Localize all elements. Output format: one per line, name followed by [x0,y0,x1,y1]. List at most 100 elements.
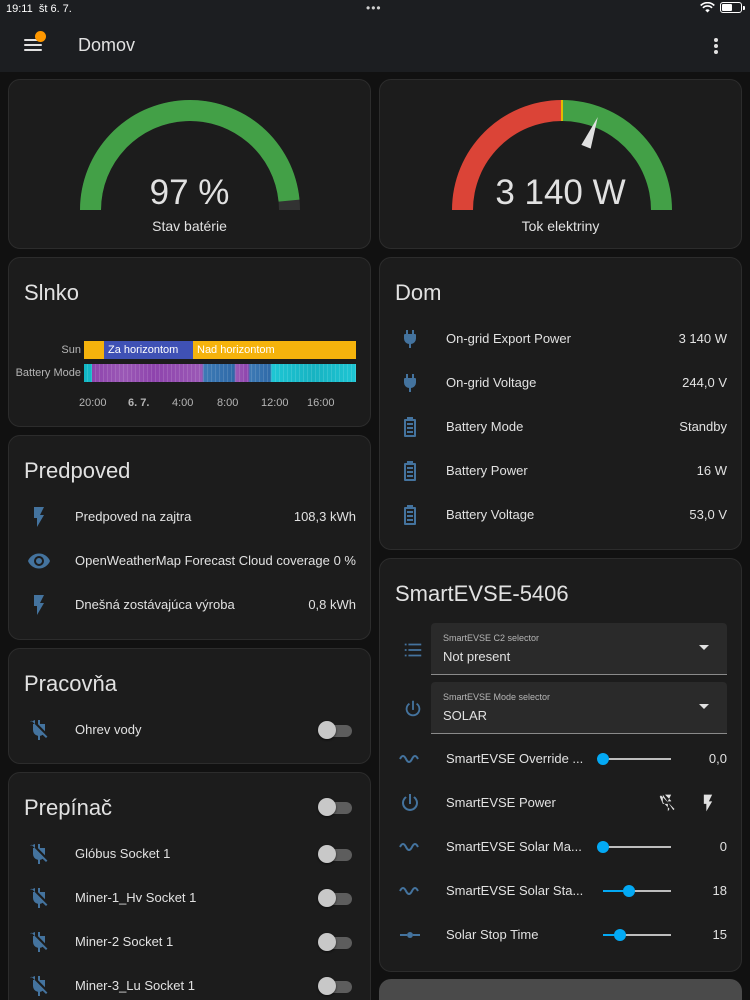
mode-selector[interactable]: SmartEVSE Mode selector SOLAR [431,682,727,734]
multitasking-dots[interactable]: ••• [366,1,382,15]
sensor-row-name: Battery Power [446,463,528,478]
home-row-battery-voltage[interactable]: Battery Voltage 53,0 V [380,493,741,537]
power-gauge-threshold [561,100,563,121]
battery-gauge-value: 97 % [149,173,230,212]
ray-vertex-icon [400,932,420,938]
sensor-row-value: 244,0 V [682,375,727,390]
flash-icon[interactable] [698,793,718,813]
device-battery-icon [720,2,745,13]
sensor-row-value: 3 140 W [678,331,727,346]
sensor-row-value: Standby [679,419,727,434]
forecast-row-today-remaining[interactable]: Dnešná zostávajúca výroba 0,8 kWh [9,583,370,627]
switches-card-title: Prepínač [24,795,113,820]
sun-segment-below [104,341,193,359]
smartevse-card: SmartEVSE-5406 SmartEVSE C2 selector Not… [379,558,742,972]
switches-master-toggle[interactable] [318,798,352,816]
home-row-export-power[interactable]: On-grid Export Power 3 140 W [380,317,741,361]
evse-row-override: SmartEVSE Override ... 0,0 [380,737,741,781]
forecast-row-cloud[interactable]: OpenWeatherMap Forecast Cloud coverage 0… [9,539,370,583]
status-time: 19:11 št 6. 7. [6,3,72,15]
power-icon [405,700,421,717]
battery-mode-timeline-bar[interactable] [84,364,356,382]
forecast-card: Predpoved Predpoved na zajtra 108,3 kWh … [8,435,371,640]
flash-icon [34,595,44,615]
home-row-battery-power[interactable]: Battery Power 16 W [380,449,741,493]
format-list-icon [404,643,422,657]
sun-card-title: Slnko [24,280,80,305]
timeline-row-label-battery-mode: Battery Mode [15,367,81,379]
select-label: SmartEVSE Mode selector [443,692,551,702]
switch-toggle[interactable] [318,845,352,863]
evse-row-solar-start: SmartEVSE Solar Sta... 18 [380,869,741,913]
power-gauge-value: 3 140 W [495,173,626,212]
evse-row-power: SmartEVSE Power [380,781,741,825]
menu-button[interactable] [22,31,46,55]
sun-segment-above-start [84,341,104,359]
battery-gauge-card[interactable]: 97 % Stav batérie [8,79,371,249]
timeline-tick-2: 4:00 [172,397,194,409]
number-row-value: 0,0 [708,751,727,766]
flash-off-icon[interactable] [657,793,677,813]
power-gauge-green-segment [562,100,672,210]
c2-selector[interactable]: SmartEVSE C2 selector Not present [431,623,727,675]
switch-toggle[interactable] [318,977,352,995]
sun-segment-above [193,341,356,359]
sun-timeline-bar[interactable]: Za horizontom Nad horizontom [84,341,356,359]
select-value: Not present [443,649,511,664]
evse-row-solar-max: SmartEVSE Solar Ma... 0 [380,825,741,869]
battery-icon [404,417,416,437]
timeline-tick-3: 8:00 [217,397,239,409]
home-row-grid-voltage[interactable]: On-grid Voltage 244,0 V [380,361,741,405]
sun-history-card: Slnko Sun Battery Mode Za horizontom Nad… [8,257,371,427]
timeline-row-label-sun: Sun [61,344,81,356]
battery-icon [404,505,416,525]
forecast-card-title: Predpoved [24,458,131,483]
sun-segment-above-label: Nad horizontom [197,344,275,356]
switch-row-globus[interactable]: Glóbus Socket 1 [9,832,370,876]
battery-icon [404,461,416,481]
forecast-row-name: Predpoved na zajtra [75,509,192,524]
switch-row-name: Ohrev vody [75,722,142,737]
power-gauge-card[interactable]: 3 140 W Tok elektriny [379,79,742,249]
sensor-row-name: Battery Voltage [446,507,535,522]
forecast-row-value: 0,8 kWh [308,597,356,612]
water-heater-toggle[interactable] [318,721,352,739]
more-options-button[interactable] [710,37,722,55]
solar-max-slider[interactable] [597,841,671,853]
sine-wave-icon [399,843,419,851]
power-gauge-red-segment [452,100,562,210]
sine-wave-icon [399,887,419,895]
timeline-tick-1: 6. 7. [128,397,150,409]
number-row-name: SmartEVSE Override ... [446,751,584,766]
forecast-row-tomorrow[interactable]: Predpoved na zajtra 108,3 kWh [9,495,370,539]
timeline-tick-0: 20:00 [79,397,107,409]
battery-gauge [80,100,300,210]
forecast-row-name: OpenWeatherMap Forecast Cloud coverage [75,553,330,568]
sensor-row-name: On-grid Export Power [446,331,571,346]
number-row-name: SmartEVSE Solar Ma... [446,839,582,854]
power-plug-icon [403,374,417,392]
number-row-value: 18 [712,883,727,898]
power-plug-off-icon [30,976,48,996]
switch-row-miner-3[interactable]: Miner-3_Lu Socket 1 [9,964,370,1000]
switch-row-miner-2[interactable]: Miner-2 Socket 1 [9,920,370,964]
eye-icon [28,553,50,569]
system-icons [700,2,745,13]
page-title: Domov [78,35,136,55]
number-row-value: 0 [719,839,727,854]
power-plug-off-icon [30,888,48,908]
power-plug-icon [403,330,417,348]
switch-row-name: Glóbus Socket 1 [75,846,171,861]
home-row-battery-mode[interactable]: Battery Mode Standby [380,405,741,449]
override-slider[interactable] [597,753,671,765]
switch-toggle[interactable] [318,889,352,907]
sun-segment-below-label: Za horizontom [108,344,179,356]
sensor-row-name: Battery Mode [446,419,524,434]
switch-row-miner-1[interactable]: Miner-1_Hv Socket 1 [9,876,370,920]
switch-toggle[interactable] [318,933,352,951]
solar-stop-time-slider[interactable] [603,929,671,941]
switch-row-name: SmartEVSE Power [446,795,556,810]
solar-start-slider[interactable] [603,885,671,897]
workroom-row-water-heater[interactable]: Ohrev vody [9,708,370,752]
app-bar: Domov [0,18,750,72]
